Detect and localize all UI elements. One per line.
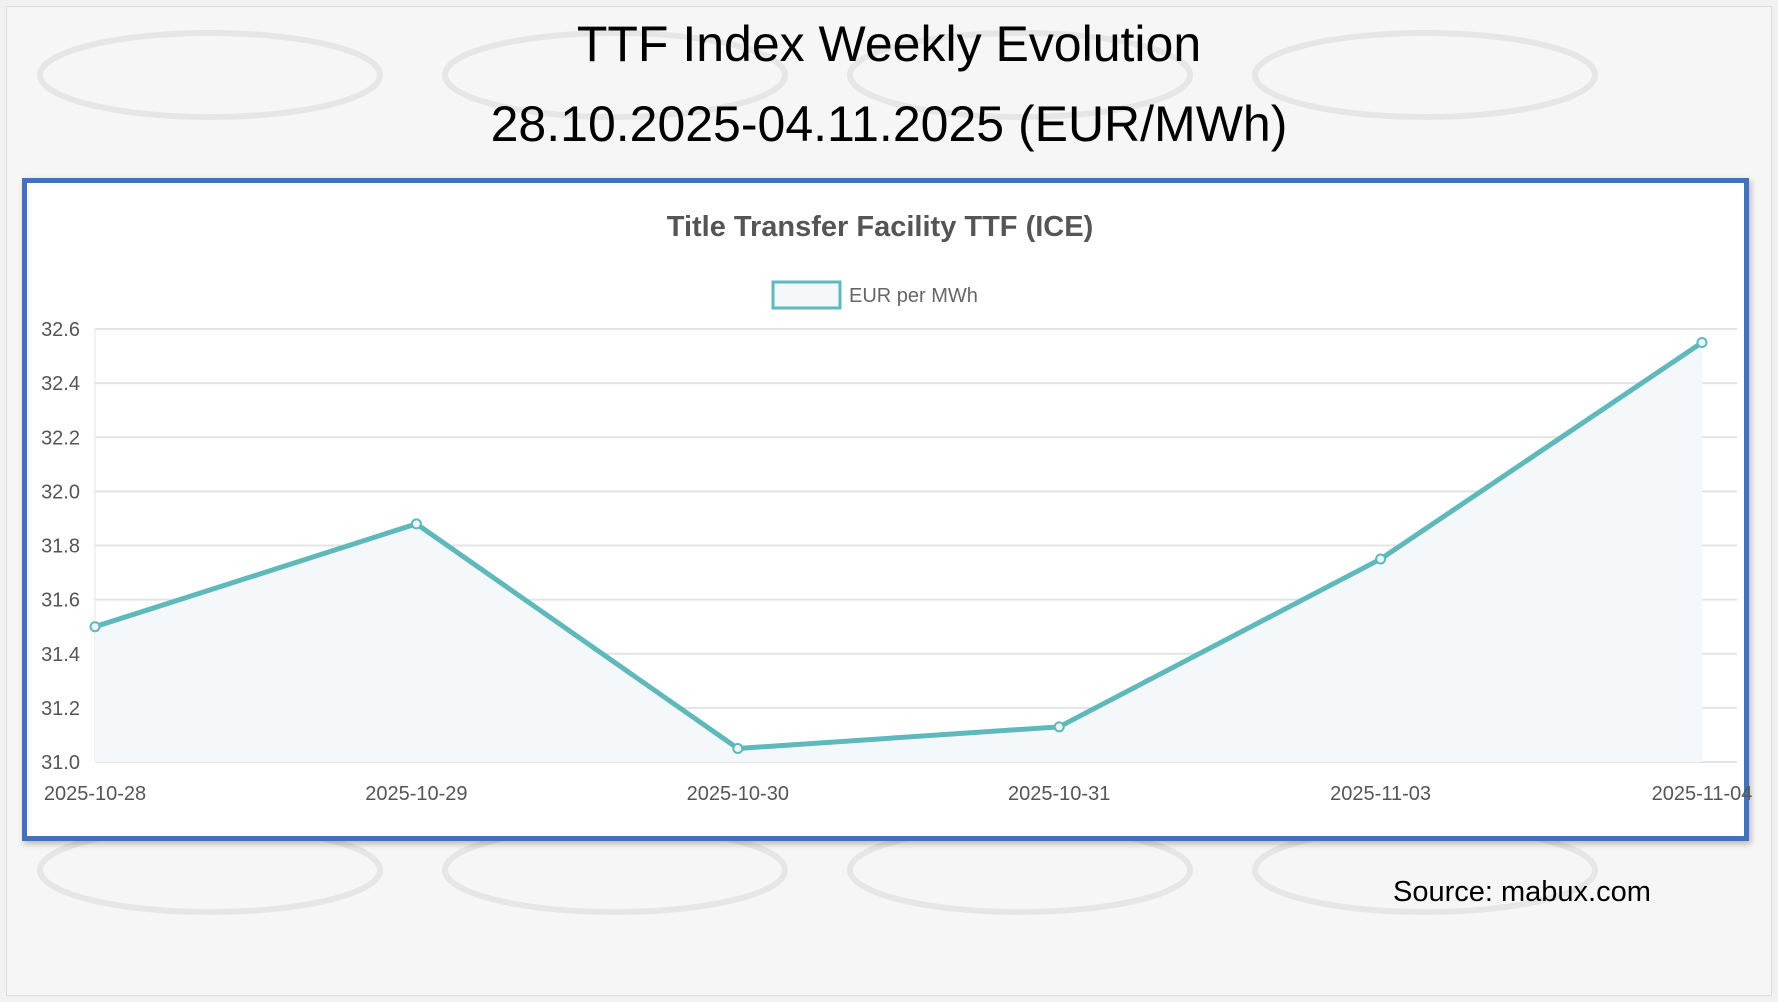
legend-swatch [771,280,842,310]
watermark-swoosh [442,30,788,120]
x-tick-label: 2025-10-29 [365,783,467,805]
title-line-1: TTF Index Weekly Evolution [576,16,1202,72]
y-tick-label: 32.4 [41,373,80,395]
y-tick-label: 31.8 [41,536,80,558]
watermark-swoosh [1252,30,1598,120]
series-area [95,342,1702,762]
data-point [1375,553,1387,565]
data-point [89,621,101,633]
y-tick-label: 31.4 [41,644,80,666]
data-point [732,742,744,754]
y-tick-label: 31.0 [41,752,80,774]
y-tick-label: 31.6 [41,590,80,612]
y-tick-label: 31.2 [41,698,80,720]
y-tick-label: 32.6 [41,319,80,341]
legend-label: EUR per MWh [849,285,978,307]
data-point [410,518,422,530]
x-tick-label: 2025-11-04 [1652,783,1753,805]
page-title: TTF Index Weekly Evolution 28.10.2025-04… [0,4,1778,164]
data-point [1053,721,1065,733]
watermark-swoosh [37,30,383,120]
series-line [94,340,1704,751]
watermark-swoosh [847,30,1193,120]
x-tick-label: 2025-11-03 [1330,783,1431,805]
chart-title: Title Transfer Facility TTF (ICE) [667,211,1094,243]
y-tick-label: 32.0 [41,481,80,503]
x-tick-label: 2025-10-31 [1008,783,1110,805]
data-point [1696,337,1708,349]
x-tick-label: 2025-10-30 [687,783,789,805]
y-tick-label: 32.2 [41,427,80,449]
title-line-2: 28.10.2025-04.11.2025 (EUR/MWh) [490,96,1288,152]
source-text: Source: mabux.com [1393,876,1651,908]
x-tick-label: 2025-10-28 [44,783,146,805]
legend: EUR per MWh [771,280,978,310]
